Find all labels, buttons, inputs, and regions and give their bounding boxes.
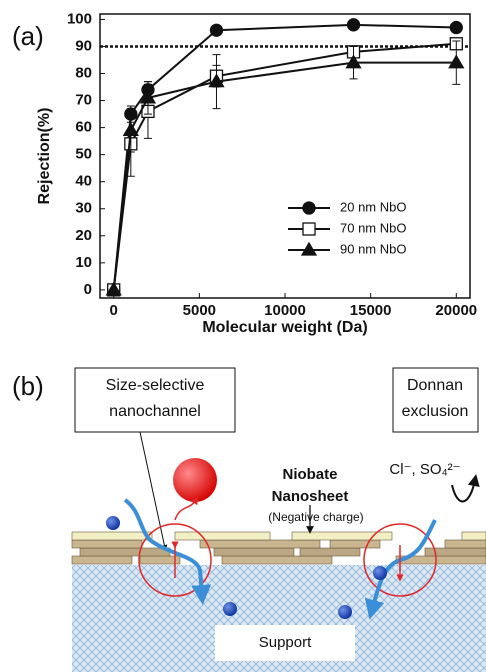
pointer-arrow [139,431,168,551]
data-point [448,54,465,69]
small-ion [338,605,352,619]
data-point [122,122,139,136]
data-point [105,281,122,296]
x-axis-label: Molecular weight (Da) [202,319,367,336]
data-point [449,20,463,35]
box-text: Size-selective [106,377,205,394]
data-point [139,89,157,104]
y-tick-label: 70 [75,92,92,109]
legend-marker [300,241,318,256]
y-tick-label: 30 [75,200,92,217]
x-tick-label: 15000 [350,302,392,319]
data-point [345,54,362,69]
small-ion [373,566,387,580]
plot-frame [99,13,471,299]
x-tick-label: 10000 [264,302,306,319]
legend-marker [302,222,316,236]
channel-arrow [175,545,400,578]
y-tick-label: 90 [75,37,92,54]
small-ion [106,516,120,530]
box-nanochannel [74,367,236,433]
x-tick-label: 5000 [183,302,216,319]
legend-label: 20 nm NbO [340,199,406,214]
sheet-label: Nanosheet [272,488,349,505]
panel-label: (b) [12,371,44,401]
repel-arrow [451,474,480,503]
box-text: exclusion [402,403,469,420]
y-tick-label: 20 [75,227,92,244]
nanosheet-stack [71,531,486,565]
legend-label: 90 nm NbO [340,241,406,256]
x-tick-label: 20000 [435,302,477,319]
y-tick-label: 40 [75,173,92,190]
charge-label: (Negative charge) [268,510,363,524]
y-tick-label: 10 [75,254,92,271]
y-tick-label: 100 [67,10,92,27]
large-solute [173,458,217,502]
legend-label: 70 nm NbO [340,220,406,235]
small-ion [223,602,237,616]
reject-arrow [174,496,198,521]
box-donnan [392,367,479,433]
sheet-label: Niobate [282,466,337,483]
data-point [208,73,225,88]
support-label: Support [259,634,312,651]
series-line [112,61,457,290]
y-tick-label: 80 [75,64,92,81]
box-text: Donnan [407,377,463,394]
x-tick-label: 0 [110,302,118,319]
chart-a: (a) 0 10 20 30 40 50 60 70 80 90 100 0 5000 10000 15000… [12,10,477,336]
series-line [112,42,457,291]
support-box [215,625,355,661]
y-axis-label: Rejection(%) [36,108,53,205]
ion-label: Cl⁻, SO₄²⁻ [389,461,460,478]
diagram-b: (b) Size-selective nanochannel Donnan ex… [12,367,486,672]
data-point [346,18,361,32]
y-tick-label: 0 [84,281,92,298]
panel-label: (a) [12,21,44,51]
y-tick-label: 60 [75,119,92,136]
legend-marker [302,201,316,215]
data-point [209,23,224,37]
y-tick-label: 50 [75,146,92,163]
box-text: nanochannel [109,403,201,420]
